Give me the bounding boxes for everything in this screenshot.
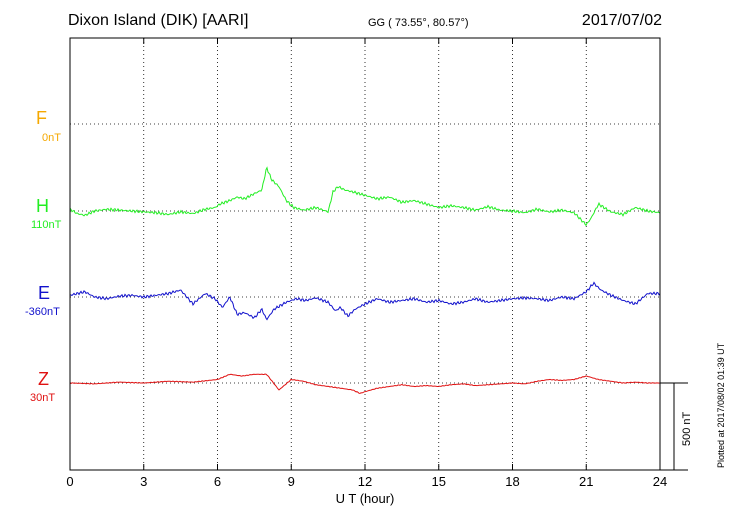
date-label: 2017/07/02: [581, 12, 662, 29]
channel-z-name: Z: [38, 369, 49, 389]
series-e-line: [69, 281, 661, 321]
x-tick-label: 18: [505, 474, 519, 489]
scale-bar: [660, 382, 688, 471]
x-tick-label: 12: [358, 474, 372, 489]
channel-f-name: F: [36, 108, 47, 128]
channel-z-baseline: 30nT: [30, 392, 56, 404]
series-z-line: [69, 373, 661, 394]
channel-h-name: H: [36, 196, 49, 216]
station-title: Dixon Island (DIK) [AARI]: [68, 12, 249, 29]
x-tick-label: 0: [66, 474, 73, 489]
channel-e-baseline: -360nT: [25, 306, 60, 318]
coordinates-label: GG ( 73.55°, 80.57°): [368, 17, 469, 29]
x-axis-label: U T (hour): [336, 491, 395, 506]
channel-f-baseline: 0nT: [42, 132, 61, 144]
x-tick-label: 3: [140, 474, 147, 489]
x-tick-label: 6: [214, 474, 221, 489]
x-tick-label: 9: [288, 474, 295, 489]
channel-e-name: E: [38, 283, 51, 303]
x-tick-label: 21: [579, 474, 593, 489]
scale-bar-label: 500 nT: [681, 411, 693, 446]
channel-h-baseline: 110nT: [31, 219, 62, 231]
plotted-at-note: Plotted at 2017/08/02 01:39 UT: [716, 342, 726, 468]
series-h-line: [69, 166, 661, 227]
x-tick-label: 24: [653, 474, 667, 489]
x-tick-label: 15: [432, 474, 446, 489]
